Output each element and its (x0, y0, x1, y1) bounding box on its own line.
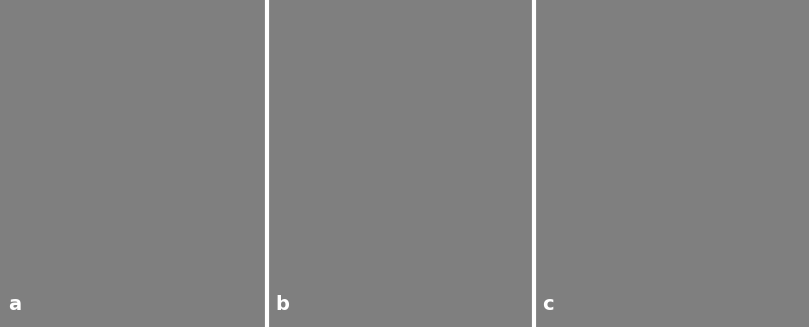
Text: a: a (8, 295, 21, 314)
Text: b: b (275, 295, 289, 314)
Text: c: c (542, 295, 554, 314)
